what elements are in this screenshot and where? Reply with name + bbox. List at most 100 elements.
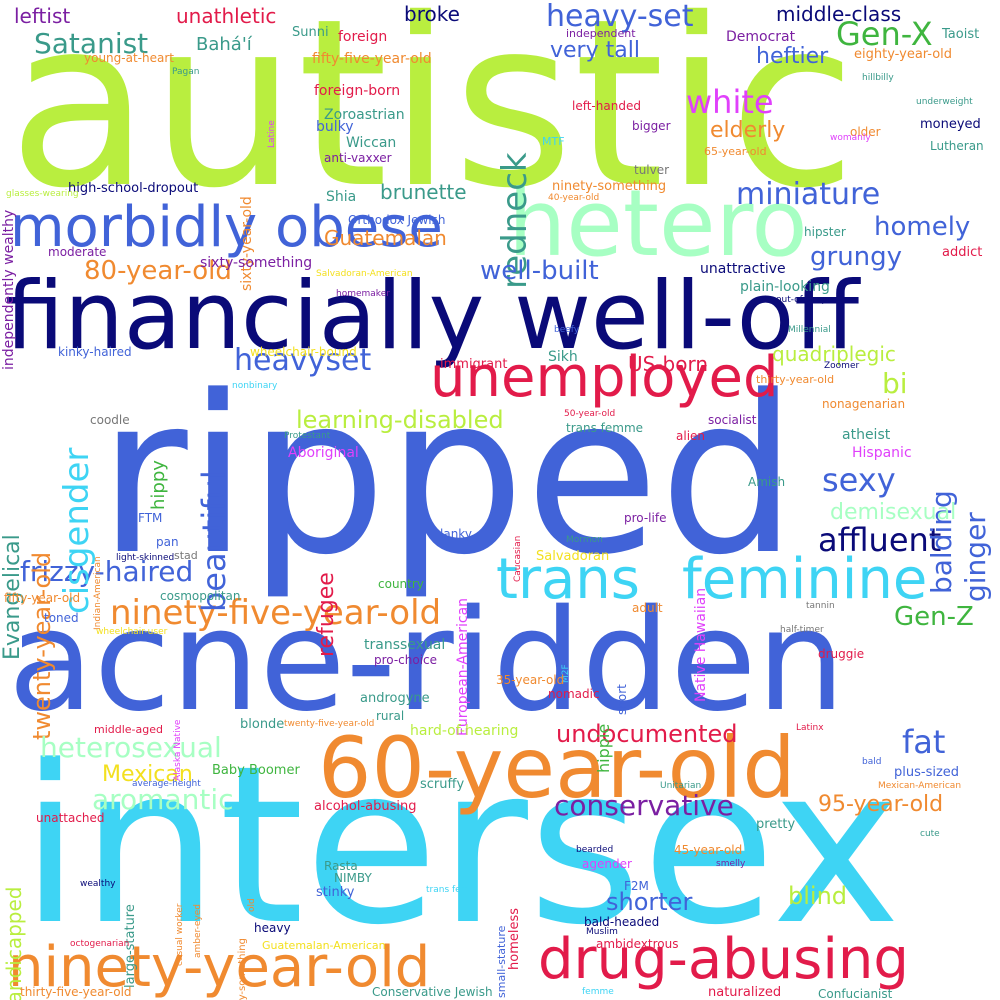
word: Shia	[326, 189, 357, 205]
word: androgyne	[360, 691, 430, 706]
word: cute	[920, 829, 940, 839]
word: high-school-dropout	[68, 181, 199, 196]
word: foreign-born	[314, 83, 401, 99]
word: nomadic	[548, 687, 600, 701]
word: amber-eyed	[193, 903, 203, 958]
word: twenty-year-old	[28, 551, 56, 740]
word: atheist	[842, 427, 891, 443]
word: ninety-something	[552, 179, 667, 194]
word: US-born	[628, 352, 709, 376]
word: Democrat	[726, 29, 796, 45]
word: middle-class	[776, 2, 902, 26]
word: thirty-five-year-old	[20, 985, 132, 999]
word: learning-disabled	[296, 406, 504, 434]
word: bi	[882, 367, 908, 400]
word: ambidextrous	[596, 937, 679, 951]
word: unattractive	[700, 261, 786, 277]
word: cosmopolitan	[160, 589, 241, 603]
word: pretty	[756, 817, 796, 832]
word: hippy	[148, 460, 169, 510]
word: Millennial	[788, 325, 831, 335]
word: beefy	[554, 325, 580, 335]
word: scruffy	[420, 777, 465, 792]
word: foreign	[338, 29, 388, 45]
word: pan	[156, 535, 179, 549]
word: independently wealthy	[1, 209, 17, 370]
word: bulky	[316, 119, 354, 135]
word: moneyed	[920, 117, 981, 132]
word: Guatemalan	[324, 226, 447, 250]
word: Hispanic	[852, 445, 912, 461]
word: Indian-American	[93, 556, 103, 630]
word: morbidly obese	[10, 195, 443, 260]
word: druggie	[818, 647, 865, 661]
word: young-at-heart	[84, 51, 174, 65]
word: transsexual	[364, 637, 446, 653]
word: old	[247, 898, 257, 912]
word: FTM	[138, 511, 163, 525]
word: Salvadoran-American	[316, 269, 413, 279]
word: small-stature	[495, 925, 508, 998]
word: plus-sized	[894, 765, 960, 780]
word: Bahá'í	[196, 34, 252, 55]
word: alcohol-abusing	[314, 799, 417, 814]
word: underweight	[916, 97, 973, 107]
word: fat	[902, 723, 946, 761]
word: very tall	[550, 38, 640, 63]
word: intersex	[20, 720, 901, 973]
word: fifty-five-year-old	[312, 51, 432, 67]
word: feminine	[682, 547, 928, 612]
word: ninety-five-year-old	[110, 593, 442, 633]
word: seventy-something	[237, 938, 248, 1000]
word: glasses-wearing	[6, 189, 79, 199]
word: smelly	[716, 859, 746, 869]
word: blind	[788, 882, 848, 910]
word: kinky-haired	[58, 345, 132, 359]
word: out-of-shape	[776, 295, 833, 305]
word: trans femme	[566, 421, 644, 435]
word: heavy-set	[546, 0, 694, 34]
word: anti-vaxxer	[324, 151, 392, 165]
word: Unitarian	[660, 781, 702, 791]
word: NIMBY	[334, 871, 372, 885]
word: ginger	[959, 512, 992, 602]
word: refugee	[314, 572, 339, 657]
word: homemaker	[336, 289, 390, 299]
word: nonbinary	[232, 381, 278, 391]
word: octogenarian	[70, 939, 130, 949]
word: 50-year-old	[564, 409, 616, 419]
word: stinky	[316, 885, 355, 900]
word: white	[686, 83, 774, 121]
word: pro-choice	[374, 653, 438, 667]
word: well-built	[480, 256, 599, 286]
word: independent	[566, 27, 636, 40]
word: Muslim	[586, 927, 618, 937]
word: blonde	[240, 717, 285, 732]
word: adult	[632, 601, 663, 615]
word: cisgender	[57, 447, 97, 614]
word: heftier	[756, 44, 829, 69]
word: affluent	[818, 521, 942, 559]
word: undocumented	[556, 720, 738, 748]
word: conservative	[554, 789, 734, 822]
word: acne-ridden	[8, 580, 846, 743]
word: Mexican	[102, 762, 193, 787]
word: thirty-year-old	[756, 373, 835, 386]
word: Caucasian	[513, 535, 523, 582]
word: toned	[44, 611, 79, 625]
word: heavy	[254, 921, 291, 935]
word: Alaska Native	[173, 719, 183, 781]
word: half-timer	[780, 625, 824, 635]
word: Sikh	[548, 349, 578, 365]
word: Aboriginal	[288, 445, 359, 461]
word: grungy	[810, 242, 903, 272]
word: bald-headed	[584, 915, 660, 929]
word: sixty-year-old	[239, 196, 255, 291]
word: Mexican-American	[878, 781, 962, 791]
word: heavyset	[234, 343, 372, 378]
word: wheelchair-bound	[250, 345, 357, 359]
word: 40-year-old	[548, 193, 600, 203]
word: handicapped	[2, 886, 26, 1000]
word: unemployed	[430, 345, 779, 410]
word: Mormon	[566, 535, 603, 545]
